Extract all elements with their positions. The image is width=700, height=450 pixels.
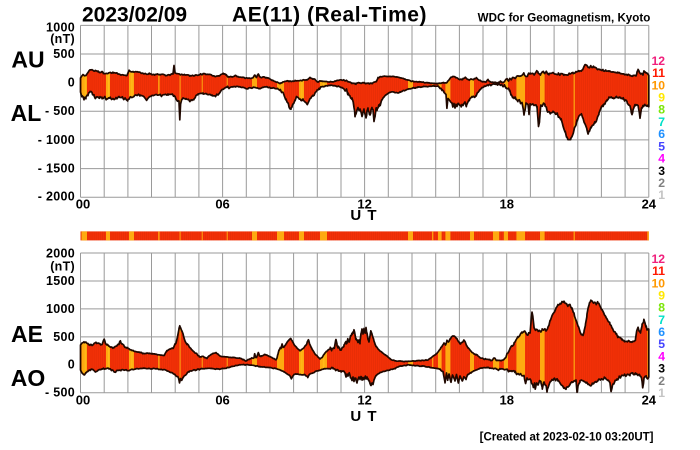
svg-text:WDC for Geomagnetism, Kyoto: WDC for Geomagnetism, Kyoto [478,11,651,24]
svg-text:(nT): (nT) [50,32,75,46]
svg-text:06: 06 [215,393,229,408]
svg-text:- 1000: - 1000 [38,133,75,147]
svg-text:500: 500 [53,330,75,344]
svg-text:0: 0 [68,358,75,372]
svg-text:U T: U T [350,207,377,224]
svg-text:11: 11 [652,66,665,80]
svg-text:7: 7 [658,313,665,327]
svg-text:[Created at 2023-02-10 03:20UT: [Created at 2023-02-10 03:20UT] [480,431,654,443]
svg-text:18: 18 [499,197,513,212]
svg-text:18: 18 [499,393,513,408]
svg-text:2: 2 [658,374,665,388]
svg-text:00: 00 [76,393,90,408]
svg-text:10: 10 [651,78,665,92]
svg-text:- 2000: - 2000 [38,190,75,204]
svg-text:8: 8 [658,103,665,117]
svg-text:5: 5 [658,139,665,153]
svg-text:2000: 2000 [46,246,75,260]
svg-text:- 500: - 500 [45,104,75,118]
svg-text:9: 9 [658,288,665,302]
svg-text:3: 3 [658,164,665,178]
svg-text:- 500: - 500 [45,386,75,400]
svg-text:1500: 1500 [46,274,75,288]
svg-text:AO: AO [11,365,46,391]
svg-text:6: 6 [658,325,665,339]
svg-text:4: 4 [658,152,665,166]
svg-text:3: 3 [658,362,665,376]
svg-text:9: 9 [658,91,665,105]
svg-text:2: 2 [658,176,665,190]
svg-text:10: 10 [651,276,665,290]
svg-text:1000: 1000 [46,21,75,35]
svg-text:8: 8 [658,301,665,315]
svg-text:0: 0 [68,75,75,89]
svg-text:1: 1 [658,386,665,400]
svg-text:11: 11 [652,264,665,278]
svg-text:500: 500 [53,47,75,61]
svg-text:24: 24 [642,393,657,408]
svg-text:1: 1 [658,188,665,202]
svg-text:2023/02/09: 2023/02/09 [82,3,187,26]
svg-text:- 1500: - 1500 [38,162,75,176]
svg-text:06: 06 [215,197,229,212]
svg-text:5: 5 [658,337,665,351]
svg-text:24: 24 [642,197,657,212]
svg-text:7: 7 [658,115,665,129]
svg-text:4: 4 [658,349,665,363]
svg-text:AE: AE [11,321,43,347]
svg-text:AE(11) (Real-Time): AE(11) (Real-Time) [232,3,427,26]
svg-text:12: 12 [357,393,371,408]
svg-text:U T: U T [350,408,377,425]
svg-text:12: 12 [357,197,371,212]
svg-text:1000: 1000 [46,302,75,316]
svg-text:AU: AU [11,47,44,73]
svg-text:12: 12 [651,54,665,68]
svg-text:00: 00 [76,197,90,212]
svg-text:6: 6 [658,127,665,141]
svg-text:AL: AL [11,100,42,126]
svg-text:12: 12 [651,252,665,266]
svg-text:(nT): (nT) [50,260,75,274]
